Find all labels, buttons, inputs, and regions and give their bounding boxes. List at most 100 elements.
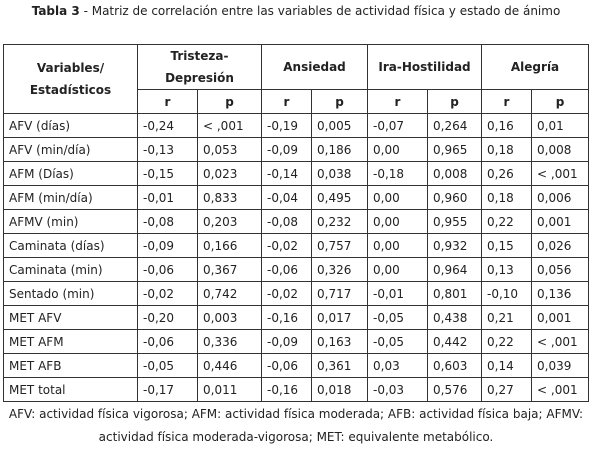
table-cell: 0,14: [481, 353, 533, 378]
table-cell: 0,960: [427, 185, 483, 210]
table-cell: -0,15: [137, 161, 198, 186]
table-cell: < ,001: [197, 113, 262, 138]
table-cell: 0,18: [481, 137, 533, 162]
table-cell: < ,001: [531, 329, 590, 354]
table-cell: 0,22: [481, 329, 533, 354]
table-cell: 0,056: [531, 257, 590, 282]
table-cell: -0,02: [137, 281, 198, 306]
row-label: Caminata (días): [3, 233, 138, 258]
table-cell: 0,136: [531, 281, 590, 306]
table-cell: 0,495: [310, 185, 369, 210]
table-row: AFM (Días) -0,15 0,023 -0,14 0,038 -0,18 0,008…: [3, 161, 590, 186]
table-cell: 0,15: [481, 233, 533, 258]
table-cell: -0,13: [137, 137, 198, 162]
header-row: Variables/ Estadísticos Tristeza-Depresió…: [3, 44, 590, 114]
table-cell: -0,03: [367, 377, 429, 402]
table-cell: 0,001: [531, 209, 590, 234]
table-cell: 0,576: [427, 377, 483, 402]
table-cell: 0,163: [310, 329, 369, 354]
table-cell: 0,21: [481, 305, 533, 330]
table-row: AFMV (min) -0,08 0,203 -0,08 0,232 0,00 0,955 0…: [3, 209, 590, 234]
table-cell: < ,001: [531, 161, 590, 186]
table-cell: 0,367: [197, 257, 262, 282]
table-cell: 0,264: [427, 113, 483, 138]
table-cell: 0,008: [427, 161, 483, 186]
table-cell: -0,09: [137, 233, 198, 258]
table-cell: 0,742: [197, 281, 262, 306]
table-cell: -0,04: [261, 185, 312, 210]
table-cell: 0,008: [531, 137, 590, 162]
table-cell: -0,06: [137, 329, 198, 354]
table-row: AFV (días) -0,24 < ,001 -0,19 0,005 -0,07 0,26…: [3, 113, 590, 138]
table-cell: 0,00: [367, 233, 429, 258]
table-cell: -0,09: [261, 329, 312, 354]
subheader-cell: r: [481, 89, 533, 114]
table-cell: 0,005: [310, 113, 369, 138]
table-cell: -0,24: [137, 113, 198, 138]
subheader-cell: p: [427, 89, 483, 114]
footnote: AFV: actividad física vigorosa; AFM: act…: [8, 407, 584, 444]
table-cell: -0,07: [367, 113, 429, 138]
table-cell: 0,26: [481, 161, 533, 186]
table-cell: 0,965: [427, 137, 483, 162]
row-label: Caminata (min): [3, 257, 138, 282]
table-cell: 0,833: [197, 185, 262, 210]
table-cell: 0,001: [531, 305, 590, 330]
table-cell: 0,22: [481, 209, 533, 234]
table-cell: 0,442: [427, 329, 483, 354]
table-cell: 0,964: [427, 257, 483, 282]
table-row: Caminata (días) -0,09 0,166 -0,02 0,757 0,00 0…: [3, 233, 590, 258]
table-cell: 0,003: [197, 305, 262, 330]
table-cell: 0,326: [310, 257, 369, 282]
table-cell: < ,001: [531, 377, 590, 402]
table-cell: -0,05: [367, 305, 429, 330]
row-label: AFMV (min): [3, 209, 138, 234]
table-cell: 0,932: [427, 233, 483, 258]
table-row: AFV (min/día) -0,13 0,053 -0,09 0,186 0,00 0,9…: [3, 137, 590, 162]
group-header: Tristeza-Depresión: [137, 44, 262, 90]
row-label: MET total: [3, 377, 138, 402]
group-header: Ansiedad: [260, 44, 369, 90]
row-label: AFV (días): [3, 113, 138, 138]
table-cell: -0,06: [261, 257, 312, 282]
table-header: Variables/ Estadísticos Tristeza-Depresió…: [3, 44, 590, 114]
table-cell: -0,06: [261, 353, 312, 378]
caption-label: Tabla 3: [31, 4, 80, 18]
header-cell: Variables/ Estadísticos: [3, 44, 138, 114]
table-cell: 0,186: [310, 137, 369, 162]
table-cell: -0,17: [137, 377, 198, 402]
table-cell: 0,018: [310, 377, 369, 402]
subheader-cell: p: [531, 89, 590, 114]
table: Variables/ Estadísticos Tristeza-Depresió…: [3, 44, 590, 402]
table-cell: 0,053: [197, 137, 262, 162]
table-cell: 0,011: [197, 377, 262, 402]
row-label: MET AFB: [3, 353, 138, 378]
table-cell: 0,006: [531, 185, 590, 210]
table-cell: -0,18: [367, 161, 429, 186]
table-cell: -0,16: [261, 305, 312, 330]
caption: Tabla 3 - Matriz de correlación entre la…: [16, 0, 576, 44]
table-row: Caminata (min) -0,06 0,367 -0,06 0,326 0,00 0,…: [3, 257, 590, 282]
table-cell: -0,05: [367, 329, 429, 354]
table-cell: -0,14: [261, 161, 312, 186]
group-header: Alegría: [481, 44, 590, 90]
table-cell: 0,336: [197, 329, 262, 354]
table-cell: 0,438: [427, 305, 483, 330]
subheader-cell: r: [261, 89, 312, 114]
table-cell: 0,00: [367, 185, 429, 210]
table-cell: 0,017: [310, 305, 369, 330]
table-row: MET AFM -0,06 0,336 -0,09 0,163 -0,05 0,442 0,2…: [3, 329, 590, 354]
table-cell: 0,955: [427, 209, 483, 234]
table-cell: 0,361: [310, 353, 369, 378]
table-cell: -0,08: [137, 209, 198, 234]
table-cell: 0,801: [427, 281, 483, 306]
row-label: AFM (min/día): [3, 185, 138, 210]
table-cell: -0,16: [261, 377, 312, 402]
table-cell: 0,603: [427, 353, 483, 378]
table-cell: -0,09: [261, 137, 312, 162]
table-cell: 0,023: [197, 161, 262, 186]
table-row: MET total -0,17 0,011 -0,16 0,018 -0,03 0,576 0…: [3, 377, 590, 402]
table-cell: -0,02: [261, 233, 312, 258]
table-cell: -0,05: [137, 353, 198, 378]
row-label: AFM (Días): [3, 161, 138, 186]
